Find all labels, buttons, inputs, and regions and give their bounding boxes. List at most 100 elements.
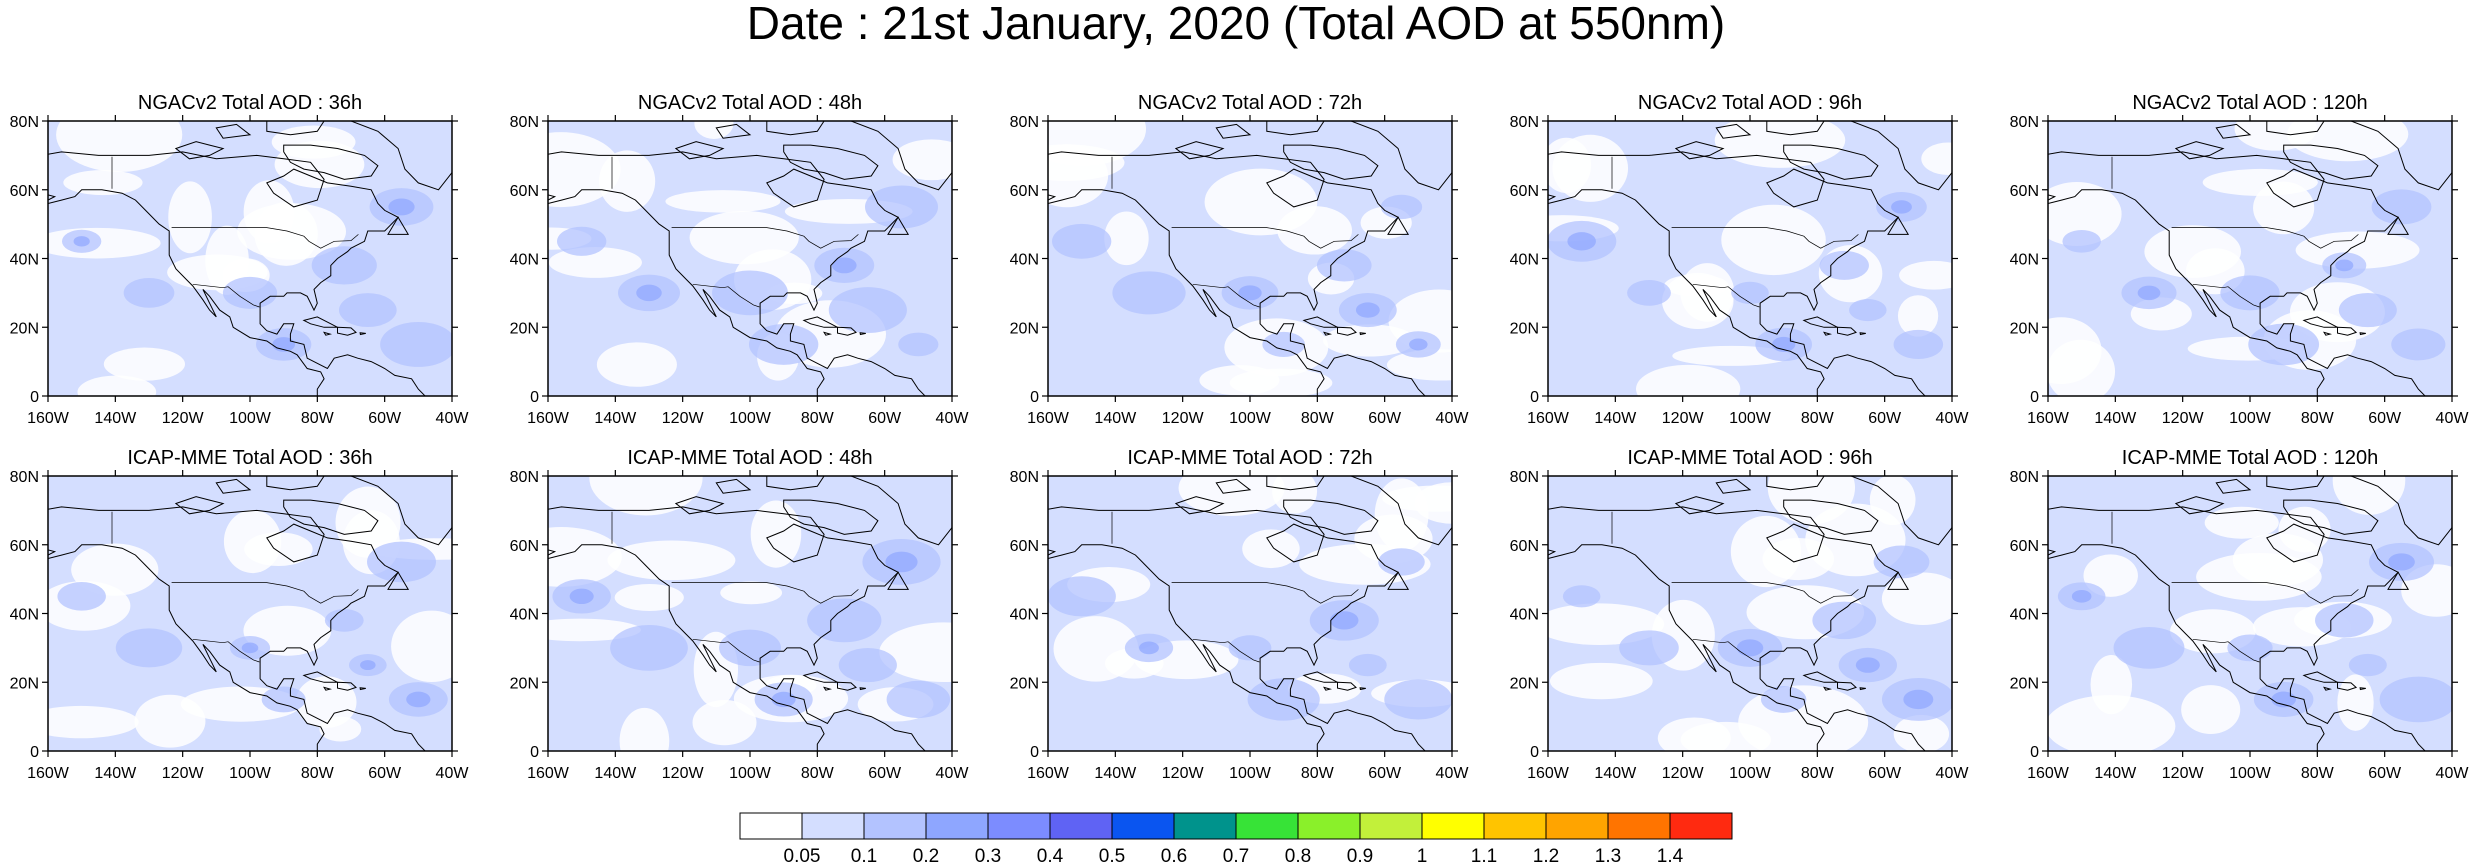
- map-panel-icap-72: ICAP-MME Total AOD : 72h 160W 140W 120W 100W…: [1010, 447, 1470, 782]
- map-panel-ngac-96: NGACv2 Total AOD : 96h 160W 140W 120W 100W 80…: [1510, 92, 1970, 427]
- lon-tick-label: 60W: [2368, 410, 2402, 427]
- lon-tick-label: 40W: [1936, 765, 1970, 782]
- lon-tick-label: 100W: [2229, 765, 2272, 782]
- colorbar-label: 0.3: [975, 846, 1001, 862]
- lon-tick-label: 160W: [27, 410, 70, 427]
- aod-field: [2048, 476, 2452, 751]
- colorbar-label: 1.3: [1595, 846, 1621, 862]
- map-panel-ngac-120: NGACv2 Total AOD : 120h 160W 140W 120W 100W 8…: [2010, 92, 2470, 427]
- lat-tick-label: 20N: [2010, 320, 2039, 337]
- panel-title: NGACv2 Total AOD : 72h: [1138, 92, 1362, 114]
- lon-tick-label: 100W: [1729, 765, 1772, 782]
- lat-tick-label: 20N: [1010, 320, 1039, 337]
- panel-title: NGACv2 Total AOD : 48h: [638, 92, 862, 114]
- panel-title: NGACv2 Total AOD : 96h: [1638, 92, 1862, 114]
- lon-tick-label: 60W: [1368, 410, 1402, 427]
- lon-tick-label: 160W: [27, 765, 70, 782]
- map-panel-icap-120: ICAP-MME Total AOD : 120h 160W 140W 120W 100…: [2010, 447, 2470, 782]
- lon-tick-label: 40W: [936, 765, 970, 782]
- map-panel-icap-36: ICAP-MME Total AOD : 36h 160W 140W 120W 100W…: [10, 447, 470, 782]
- lat-tick-label: 0: [1530, 744, 1539, 761]
- lon-tick-label: 120W: [1662, 410, 1705, 427]
- lat-tick-label: 0: [30, 744, 39, 761]
- lon-tick-label: 100W: [729, 410, 772, 427]
- lon-tick-label: 100W: [229, 410, 272, 427]
- map-panel-ngac-48: NGACv2 Total AOD : 48h 160W 140W 120W 100W 80…: [510, 92, 970, 427]
- lat-tick-label: 40N: [10, 607, 39, 624]
- lat-tick-label: 20N: [2010, 675, 2039, 692]
- lat-tick-label: 60N: [1010, 538, 1039, 555]
- lat-tick-label: 0: [1030, 744, 1039, 761]
- colorbar-swatch: [925, 812, 989, 840]
- lon-tick-label: 80W: [1801, 410, 1835, 427]
- colorbar-swatch: [1545, 812, 1609, 840]
- colorbar-label: 0.4: [1037, 846, 1064, 862]
- lon-tick-label: 160W: [527, 765, 570, 782]
- colorbar-label: 0.1: [851, 846, 877, 862]
- figure-title: Date : 21st January, 2020 (Total AOD at …: [746, 0, 1726, 49]
- colorbar-label: 0.6: [1161, 846, 1187, 862]
- colorbar-label: 1.2: [1533, 846, 1559, 862]
- lon-tick-label: 100W: [2229, 410, 2272, 427]
- aod-field: [548, 476, 952, 751]
- lon-tick-label: 120W: [662, 410, 705, 427]
- map-panel-icap-48: ICAP-MME Total AOD : 48h 160W 140W 120W 100W…: [510, 447, 970, 782]
- lat-tick-label: 80N: [1010, 469, 1039, 486]
- lon-tick-label: 120W: [1162, 410, 1205, 427]
- lon-tick-label: 60W: [868, 410, 902, 427]
- lon-tick-label: 60W: [1868, 410, 1902, 427]
- panel-title: ICAP-MME Total AOD : 48h: [627, 447, 872, 469]
- colorbar-swatch: [739, 812, 803, 840]
- aod-field: [1048, 121, 1452, 396]
- lon-tick-label: 40W: [1436, 410, 1470, 427]
- colorbar-swatch: [1049, 812, 1113, 840]
- aod-field: [2048, 121, 2452, 396]
- lat-tick-label: 80N: [10, 114, 39, 131]
- panel-title: NGACv2 Total AOD : 120h: [2132, 92, 2367, 114]
- lon-tick-label: 40W: [1436, 765, 1470, 782]
- lat-tick-label: 0: [2030, 744, 2039, 761]
- lon-tick-label: 140W: [1594, 765, 1637, 782]
- lon-tick-label: 160W: [1027, 410, 1070, 427]
- lon-tick-label: 160W: [2027, 765, 2070, 782]
- lon-tick-label: 80W: [801, 410, 835, 427]
- lon-tick-label: 140W: [1094, 765, 1137, 782]
- lon-tick-label: 120W: [162, 410, 205, 427]
- lat-tick-label: 20N: [1510, 320, 1539, 337]
- lat-tick-label: 80N: [2010, 469, 2039, 486]
- lat-tick-label: 40N: [1010, 252, 1039, 269]
- panel-title: ICAP-MME Total AOD : 72h: [1127, 447, 1372, 469]
- panel-title: NGACv2 Total AOD : 36h: [138, 92, 362, 114]
- colorbar-swatch: [1607, 812, 1671, 840]
- lon-tick-label: 80W: [301, 410, 335, 427]
- colorbar-label: 1.4: [1657, 846, 1684, 862]
- aod-field: [1048, 476, 1452, 751]
- lat-tick-label: 0: [30, 389, 39, 406]
- lon-tick-label: 80W: [2301, 410, 2335, 427]
- colorbar-swatch: [1297, 812, 1361, 840]
- map-panel-icap-96: ICAP-MME Total AOD : 96h 160W 140W 120W 100W…: [1510, 447, 1970, 782]
- lon-tick-label: 140W: [94, 410, 137, 427]
- lat-tick-label: 80N: [1510, 114, 1539, 131]
- lon-tick-label: 160W: [527, 410, 570, 427]
- lon-tick-label: 120W: [2162, 765, 2205, 782]
- colorbar-swatch: [1235, 812, 1299, 840]
- lon-tick-label: 80W: [301, 765, 335, 782]
- colorbar-label: 0.7: [1223, 846, 1249, 862]
- lat-tick-label: 40N: [1010, 607, 1039, 624]
- lat-tick-label: 60N: [10, 183, 39, 200]
- lat-tick-label: 40N: [1510, 252, 1539, 269]
- lon-tick-label: 140W: [2094, 410, 2137, 427]
- aod-field: [1548, 476, 1952, 751]
- lon-tick-label: 120W: [162, 765, 205, 782]
- aod-field: [548, 121, 952, 396]
- lat-tick-label: 20N: [10, 320, 39, 337]
- lon-tick-label: 40W: [936, 410, 970, 427]
- lon-tick-label: 160W: [1527, 765, 1570, 782]
- colorbar-swatch: [1173, 812, 1237, 840]
- lat-tick-label: 40N: [2010, 252, 2039, 269]
- lat-tick-label: 20N: [1010, 675, 1039, 692]
- lon-tick-label: 140W: [1594, 410, 1637, 427]
- lon-tick-label: 60W: [368, 765, 402, 782]
